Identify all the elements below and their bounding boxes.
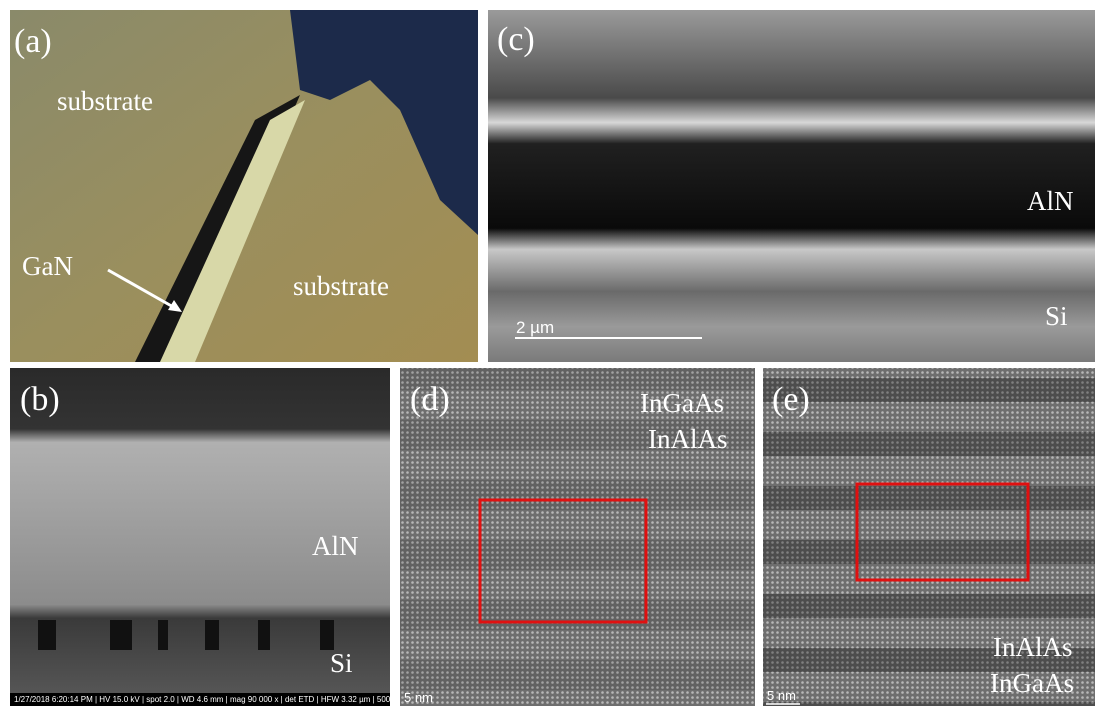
annotation: InGaAs xyxy=(990,668,1074,698)
annotation: InGaAs xyxy=(640,388,724,418)
annotation: InAlAs xyxy=(993,632,1073,662)
panel-label: (a) xyxy=(14,23,52,60)
panel-label: (b) xyxy=(20,381,60,418)
scale-bar-label: 5 nm xyxy=(404,690,433,705)
panel-c: (c) AlN Si 2 µm xyxy=(488,10,1095,362)
annotation: AlN xyxy=(1027,186,1074,216)
annotation: Si xyxy=(330,648,353,678)
panel-label: (c) xyxy=(497,21,535,58)
panel-e: (e) InAlAs InGaAs 5 nm xyxy=(763,368,1095,706)
annotation: InAlAs xyxy=(648,424,728,454)
scale-bar-label: 2 µm xyxy=(516,318,554,337)
annotation: substrate xyxy=(293,271,389,301)
panel-label: (d) xyxy=(410,381,450,418)
panel-label: (e) xyxy=(772,381,810,418)
figure: (a) substrate substrate GaN (c) AlN Si 2… xyxy=(0,0,1103,714)
annotation: substrate xyxy=(57,86,153,116)
annotation: Si xyxy=(1045,301,1068,331)
scale-bar-label: 5 nm xyxy=(767,688,796,703)
panel-d: (d) InGaAs InAlAs 5 nm xyxy=(400,368,755,706)
panel-a: (a) substrate substrate GaN xyxy=(10,10,478,362)
annotation: GaN xyxy=(22,251,73,281)
annotation: AlN xyxy=(312,531,359,561)
